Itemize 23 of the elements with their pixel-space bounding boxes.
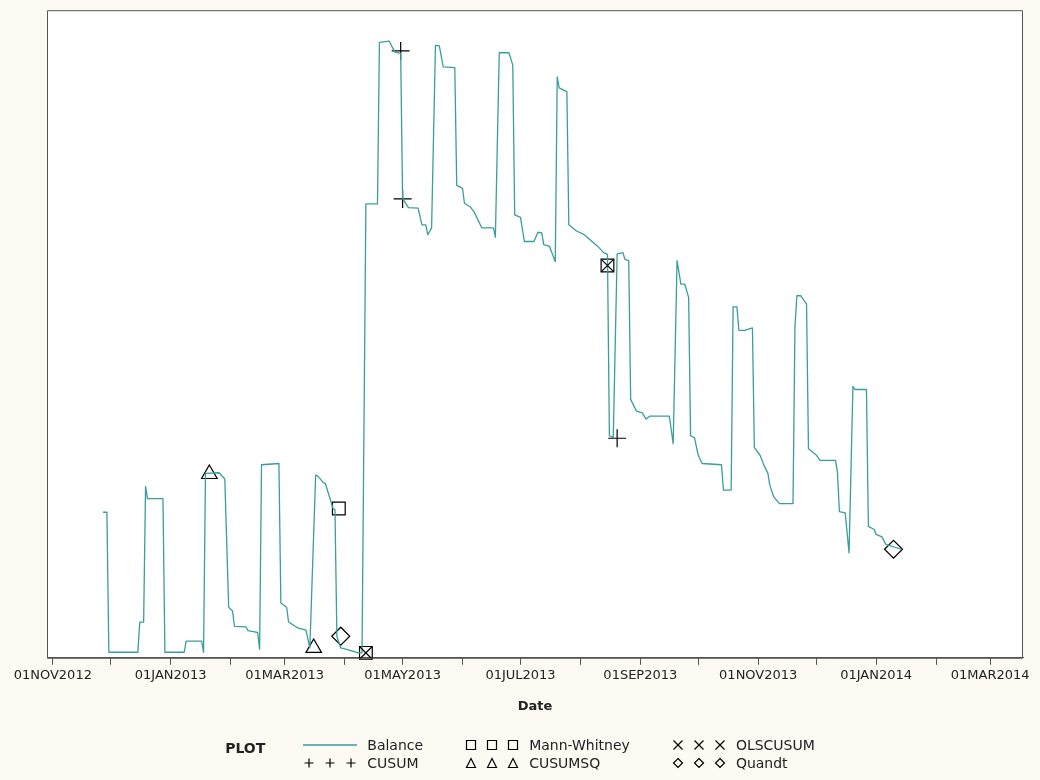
legend-label: Quandt: [735, 755, 788, 771]
point: [883, 539, 904, 559]
legend-label: CUSUM: [367, 755, 419, 771]
x-tick-label: 01MAY2013: [364, 666, 441, 682]
x-tick-label: 01NOV2012: [13, 666, 92, 682]
x-tick-label: 01SEP2013: [603, 666, 678, 682]
point: [305, 638, 323, 654]
x-axis-title: Date: [517, 697, 553, 713]
legend-label: Balance: [367, 737, 424, 753]
point: [200, 464, 218, 480]
x-tick-label: 01MAR2013: [245, 666, 325, 682]
point: [331, 501, 346, 516]
point: [331, 626, 351, 646]
x-tick-label: 01NOV2013: [719, 666, 798, 682]
x-tick-label: 01JAN2014: [840, 666, 913, 682]
x-tick-label: 01JAN2013: [134, 666, 207, 682]
legend-label: OLSCUSUM: [735, 737, 815, 753]
point: [607, 428, 627, 448]
x-tick-label: 01JUL2013: [485, 666, 556, 682]
legend-label: CUSUMSQ: [529, 755, 601, 771]
x-tick-label: 01MAR2014: [950, 666, 1030, 682]
legend-label: Mann-Whitney: [529, 737, 630, 753]
legend-title: PLOT: [225, 739, 266, 756]
